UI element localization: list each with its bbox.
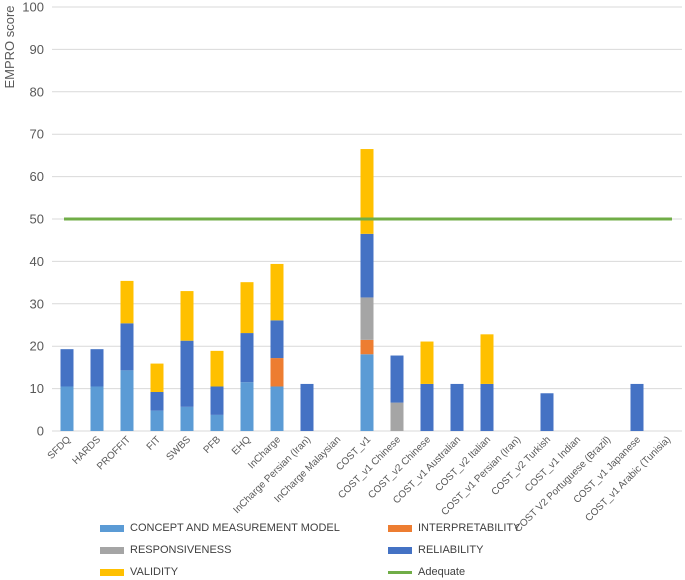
y-tick-label: 20 (30, 339, 44, 354)
legend-swatch-interpretability (388, 524, 412, 532)
bar-segment-validity-4 (180, 291, 194, 341)
bar-segment-validity-5 (210, 350, 224, 387)
y-tick-label: 100 (22, 0, 44, 15)
legend-label-validity: VALIDITY (130, 566, 179, 578)
x-category-label: FIT (145, 434, 163, 452)
bar-segment-validity-2 (120, 280, 134, 324)
bar-segment-reliability-1 (90, 349, 104, 387)
bar-segment-reliability-4 (180, 340, 194, 407)
bar-segment-reliability-2 (120, 323, 134, 371)
y-tick-label: 40 (30, 254, 44, 269)
legend-swatch-reliability (388, 546, 412, 554)
bar-segment-reliability-14 (480, 383, 494, 431)
legend-item-adequate: Adequate (388, 564, 465, 580)
y-tick-label: 30 (30, 296, 44, 311)
bar-segment-responsiveness-11 (390, 402, 404, 431)
legend-label-reliability: RELIABILITY (418, 544, 484, 556)
bar-segment-concept-and-measurement-model-6 (240, 382, 254, 431)
bar-segment-reliability-19 (630, 383, 644, 431)
bar-segment-reliability-11 (390, 355, 404, 403)
y-tick-label: 50 (30, 212, 44, 227)
legend-item-reliability: RELIABILITY (388, 542, 483, 558)
legend-item-interpretability: INTERPRETABILITY (388, 520, 520, 536)
legend-swatch-concept (100, 524, 124, 532)
bar-segment-validity-10 (360, 149, 374, 234)
bar-segment-validity-6 (240, 282, 254, 334)
legend-label-adequate: Adequate (418, 566, 466, 578)
y-tick-label: 80 (30, 84, 44, 99)
bar-segment-validity-14 (480, 334, 494, 384)
bar-segment-reliability-16 (540, 393, 554, 431)
bar-segment-concept-and-measurement-model-4 (180, 406, 194, 431)
bars (60, 149, 644, 431)
y-tick-label: 70 (30, 127, 44, 142)
bar-segment-interpretability-7 (270, 358, 284, 387)
bar-segment-reliability-10 (360, 233, 374, 298)
y-axis-title: EMPRO score (2, 5, 17, 88)
bar-segment-validity-12 (420, 341, 434, 384)
bar-segment-reliability-8 (300, 383, 314, 431)
bar-segment-reliability-13 (450, 383, 464, 431)
legend-item-validity: VALIDITY (100, 564, 178, 580)
bar-segment-responsiveness-10 (360, 297, 374, 340)
y-tick-label: 60 (30, 169, 44, 184)
x-category-label: SWBS (165, 434, 194, 463)
legend-label-responsiveness: RESPONSIVENESS (130, 544, 232, 556)
x-category-label: SFDQ (46, 434, 74, 462)
bar-segment-reliability-7 (270, 320, 284, 359)
legend-swatch-responsiveness (100, 546, 124, 554)
legend-swatch-validity (100, 568, 124, 576)
legend-swatch-adequate (388, 570, 412, 574)
bar-segment-concept-and-measurement-model-5 (210, 414, 224, 431)
bar-segment-reliability-5 (210, 386, 224, 415)
legend-item-concept: CONCEPT AND MEASUREMENT MODEL (100, 520, 340, 536)
bar-segment-concept-and-measurement-model-0 (60, 386, 74, 431)
legend-label-interpretability: INTERPRETABILITY (418, 522, 521, 534)
y-axis-ticks: 0 10 20 30 40 50 60 70 80 90 100 (22, 0, 44, 439)
bar-segment-reliability-0 (60, 349, 74, 387)
bar-segment-reliability-12 (420, 383, 434, 431)
x-category-label: EHQ (230, 434, 253, 457)
bar-segment-interpretability-10 (360, 339, 374, 355)
bar-segment-concept-and-measurement-model-1 (90, 386, 104, 431)
bar-segment-reliability-3 (150, 391, 164, 411)
bar-segment-concept-and-measurement-model-7 (270, 386, 284, 431)
bar-segment-reliability-6 (240, 333, 254, 383)
legend: CONCEPT AND MEASUREMENT MODEL INTERPRETA… (100, 516, 680, 580)
bar-segment-concept-and-measurement-model-10 (360, 354, 374, 431)
bar-segment-concept-and-measurement-model-2 (120, 370, 134, 431)
bar-segment-validity-7 (270, 263, 284, 321)
x-category-label: PFB (202, 434, 224, 456)
y-tick-label: 0 (37, 424, 44, 439)
bar-segment-validity-3 (150, 363, 164, 392)
y-tick-label: 10 (30, 381, 44, 396)
y-tick-label: 90 (30, 42, 44, 57)
bar-segment-concept-and-measurement-model-3 (150, 410, 164, 431)
legend-item-responsiveness: RESPONSIVENESS (100, 542, 231, 558)
legend-label-concept: CONCEPT AND MEASUREMENT MODEL (130, 522, 340, 534)
